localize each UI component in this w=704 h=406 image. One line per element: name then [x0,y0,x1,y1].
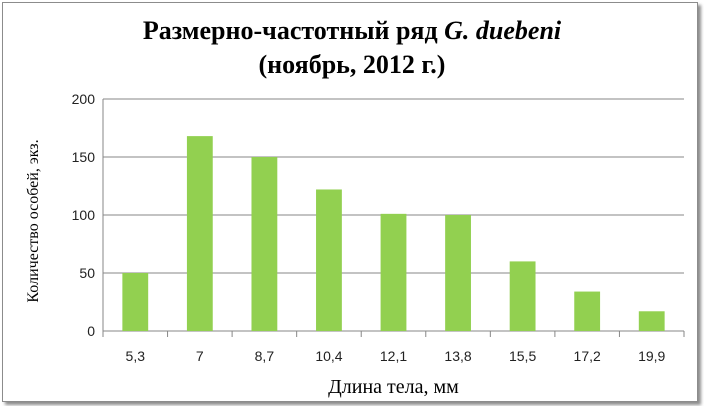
x-tick-label-0: 5,3 [126,348,146,364]
x-tick-label-1: 7 [196,348,204,364]
x-tick-label-6: 15,5 [509,348,536,364]
x-tick-label-8: 19,9 [638,348,665,364]
chart-title-species: G. duebeni [444,16,562,45]
y-tick-label-150: 150 [72,149,96,165]
bar-5 [445,215,471,331]
bar-1 [186,136,213,331]
chart-title-main: Размерно-частотный ряд [142,16,438,45]
bar-4 [380,213,407,331]
chart-title: Размерно-частотный ряд G. duebeni (ноябр… [0,14,704,82]
y-axis-label: Количество особей, экз. [25,139,42,302]
x-tick-label-7: 17,2 [574,348,601,364]
bar-0 [122,273,149,331]
y-tick-label-50: 50 [79,265,95,281]
bar-6 [509,261,536,331]
chart-title-line2: (ноябрь, 2012 г.) [258,50,446,79]
x-tick-label-4: 12,1 [380,348,407,364]
chart-frame [2,2,698,402]
bar-8 [638,311,665,331]
x-tick-label-5: 13,8 [444,348,471,364]
bar-2 [251,157,278,331]
x-tick-label-3: 10,4 [315,348,342,364]
chart-title-line1: Размерно-частотный ряд G. duebeni [0,14,704,48]
y-tick-label-0: 0 [87,323,95,339]
y-tick-label-200: 200 [72,91,96,107]
x-axis-label: Длина тела, мм [328,376,459,398]
x-tick-label-2: 8,7 [255,348,275,364]
bar-3 [316,189,342,331]
y-tick-label-100: 100 [72,207,96,223]
bar-7 [574,291,601,331]
